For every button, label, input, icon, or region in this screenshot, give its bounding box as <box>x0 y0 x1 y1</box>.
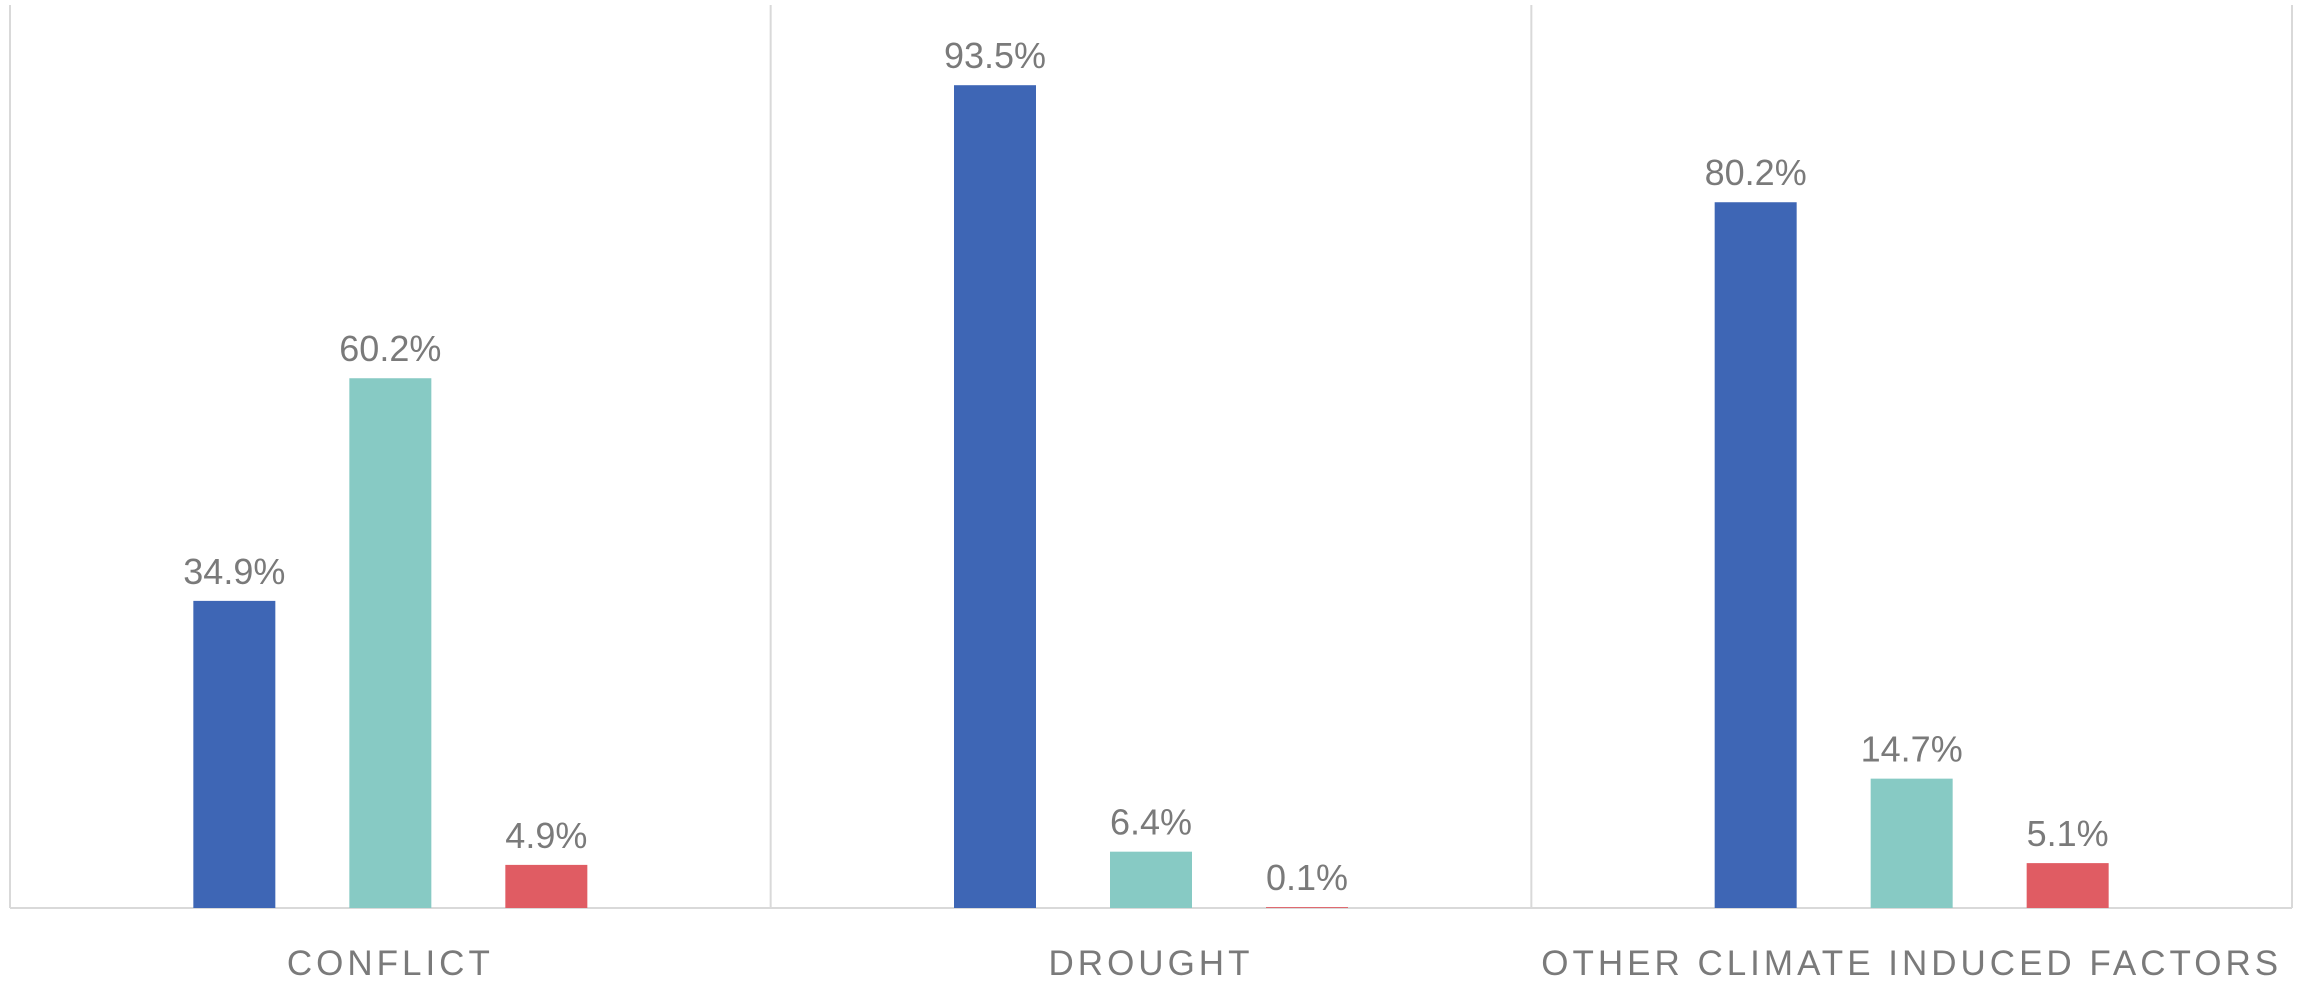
data-label: 60.2% <box>339 328 441 369</box>
bar <box>1714 202 1797 909</box>
bar <box>349 378 432 908</box>
data-label: 6.4% <box>1110 802 1192 843</box>
data-label: 80.2% <box>1705 152 1807 193</box>
category-label: CONFLICT <box>287 944 494 983</box>
category-label: OTHER CLIMATE INDUCED FACTORS <box>1541 944 2282 983</box>
data-label: 34.9% <box>183 551 285 592</box>
category-label: DROUGHT <box>1049 944 1254 983</box>
bar <box>2026 863 2109 908</box>
data-label: 14.7% <box>1861 729 1963 770</box>
bar <box>954 85 1036 908</box>
bar <box>505 864 588 908</box>
bar <box>1870 778 1953 908</box>
data-label: 93.5% <box>944 35 1046 76</box>
bar <box>1110 851 1192 908</box>
bar <box>1266 907 1348 908</box>
data-label: 5.1% <box>2027 813 2109 854</box>
data-label: 0.1% <box>1266 857 1348 898</box>
data-label: 4.9% <box>505 815 587 856</box>
bar <box>193 600 276 908</box>
